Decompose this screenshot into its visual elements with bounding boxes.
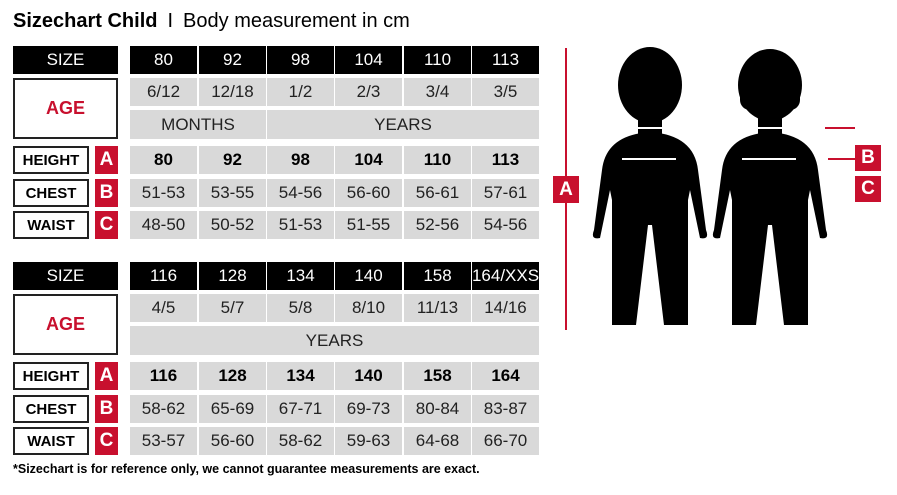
chest-cell: 80-84 (404, 395, 471, 423)
waist-cell: 56-60 (199, 427, 266, 455)
height-cell: 140 (335, 362, 402, 390)
age-unit-cell: MONTHS (130, 110, 266, 139)
waist-cell: 54-56 (472, 211, 539, 239)
waist-cell: 58-62 (267, 427, 334, 455)
chest-cell: 65-69 (199, 395, 266, 423)
marker-b: B (95, 179, 118, 207)
age-unit-cell: YEARS (267, 110, 539, 139)
waist-cell: 64-68 (404, 427, 471, 455)
age-cell: 3/4 (404, 78, 471, 106)
marker-b: B (95, 395, 118, 423)
height-cell: 116 (130, 362, 197, 390)
waist-cell: 59-63 (335, 427, 402, 455)
page-title: Sizechart Child I Body measurement in cm (13, 10, 410, 32)
age-cell: 6/12 (130, 78, 197, 106)
boy-silhouette-icon (592, 47, 708, 325)
chest-cell: 67-71 (267, 395, 334, 423)
waist-marker-c: C (855, 176, 881, 202)
age-unit-cell: YEARS (130, 326, 539, 355)
height-cell: 92 (199, 146, 266, 174)
chest-marker-b: B (855, 145, 881, 171)
waist-label: WAIST (13, 427, 89, 455)
height-cell: 134 (267, 362, 334, 390)
size-header: SIZE (13, 262, 118, 290)
waist-cell: 52-56 (404, 211, 471, 239)
size-cell: 80 (130, 46, 197, 74)
age-cell: 4/5 (130, 294, 197, 322)
age-cell: 12/18 (199, 78, 266, 106)
age-cell: 5/7 (199, 294, 266, 322)
marker-c: C (95, 427, 118, 455)
height-label: HEIGHT (13, 146, 89, 174)
footnote: *Sizechart is for reference only, we can… (13, 462, 480, 476)
chest-cell: 54-56 (267, 179, 334, 207)
waist-cell: 50-52 (199, 211, 266, 239)
waist-cell: 48-50 (130, 211, 197, 239)
size-cell: 158 (404, 262, 471, 290)
age-label: AGE (13, 78, 118, 139)
age-label: AGE (13, 294, 118, 355)
size-cell: 98 (267, 46, 334, 74)
chest-cell: 83-87 (472, 395, 539, 423)
size-cell: 104 (335, 46, 402, 74)
age-cell: 2/3 (335, 78, 402, 106)
size-cell: 164/XXS (472, 262, 539, 290)
chest-cell: 58-62 (130, 395, 197, 423)
waist-label: WAIST (13, 211, 89, 239)
height-cell: 110 (404, 146, 471, 174)
chest-cell: 56-61 (404, 179, 471, 207)
size-header: SIZE (13, 46, 118, 74)
chest-cell: 57-61 (472, 179, 539, 207)
height-cell: 113 (472, 146, 539, 174)
chest-cell: 53-55 (199, 179, 266, 207)
age-cell: 14/16 (472, 294, 539, 322)
age-cell: 8/10 (335, 294, 402, 322)
chest-label: CHEST (13, 395, 89, 423)
height-marker-a: A (553, 176, 579, 203)
age-cell: 3/5 (472, 78, 539, 106)
girl-silhouette-icon (712, 49, 828, 325)
height-cell: 80 (130, 146, 197, 174)
size-cell: 134 (267, 262, 334, 290)
marker-c: C (95, 211, 118, 239)
waist-cell: 51-53 (267, 211, 334, 239)
marker-a: A (95, 146, 118, 174)
size-cell: 113 (472, 46, 539, 74)
waist-cell: 51-55 (335, 211, 402, 239)
waist-cell: 53-57 (130, 427, 197, 455)
chest-cell: 56-60 (335, 179, 402, 207)
waist-cell: 66-70 (472, 427, 539, 455)
height-cell: 104 (335, 146, 402, 174)
height-cell: 98 (267, 146, 334, 174)
age-cell: 11/13 (404, 294, 471, 322)
size-cell: 140 (335, 262, 402, 290)
chest-cell: 69-73 (335, 395, 402, 423)
size-cell: 116 (130, 262, 197, 290)
chest-label: CHEST (13, 179, 89, 207)
height-label: HEIGHT (13, 362, 89, 390)
age-cell: 5/8 (267, 294, 334, 322)
size-cell: 110 (404, 46, 471, 74)
height-cell: 158 (404, 362, 471, 390)
height-cell: 128 (199, 362, 266, 390)
height-cell: 164 (472, 362, 539, 390)
marker-a: A (95, 362, 118, 390)
body-measurement-figure (565, 47, 855, 330)
size-cell: 128 (199, 262, 266, 290)
chest-cell: 51-53 (130, 179, 197, 207)
age-cell: 1/2 (267, 78, 334, 106)
size-cell: 92 (199, 46, 266, 74)
